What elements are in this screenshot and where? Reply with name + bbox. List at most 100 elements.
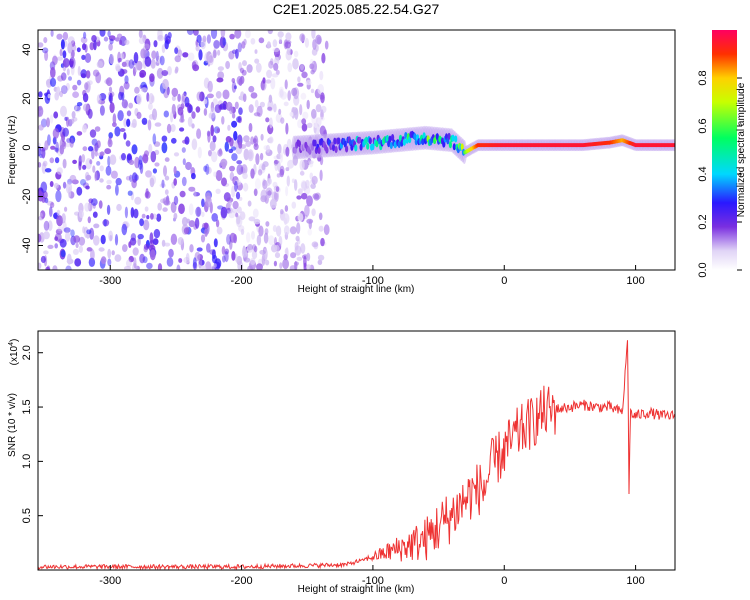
heatmap-cell (236, 255, 243, 266)
heatmap-cell (129, 174, 133, 182)
bottom-y-scale-label: (x104) (8, 339, 20, 366)
heatmap-cell (188, 220, 196, 228)
heatmap-cell (96, 60, 104, 68)
heatmap-cell (200, 234, 206, 243)
heatmap-cell (306, 195, 313, 207)
y-tick-label: -40 (21, 238, 33, 254)
heatmap-cell (149, 177, 155, 188)
heatmap-cell (188, 186, 196, 192)
heatmap-cell (106, 77, 113, 87)
heatmap-cell (196, 128, 202, 139)
heatmap-cell (68, 186, 71, 199)
heatmap-cell (253, 188, 258, 197)
heatmap-cell (206, 34, 211, 44)
heatmap-cell (195, 206, 202, 217)
heatmap-cell (60, 105, 67, 117)
heatmap-cell (213, 39, 221, 49)
heatmap-cell (265, 144, 271, 153)
heatmap-cell (123, 81, 130, 90)
heatmap-cell (454, 135, 458, 143)
heatmap-cell (254, 99, 259, 108)
heatmap-cell (224, 251, 229, 263)
heatmap-cell (74, 258, 82, 267)
heatmap-cell (141, 87, 148, 93)
heatmap-cell (94, 150, 98, 157)
heatmap-cell (241, 69, 247, 76)
heatmap-cell (188, 104, 193, 113)
heatmap-cell (263, 232, 269, 244)
bottom-y-axis-label: SNR (10 * v/v) (7, 393, 18, 457)
heatmap-cell (205, 195, 212, 208)
heatmap-cell (62, 158, 67, 169)
heatmap-cell (317, 259, 323, 265)
x-tick-label: -100 (362, 575, 384, 587)
heatmap-cell (192, 257, 197, 269)
heatmap-cell (50, 67, 56, 79)
heatmap-cell (56, 33, 63, 40)
heatmap-cell (133, 208, 139, 219)
heatmap-cell (208, 55, 214, 63)
heatmap-cell (149, 175, 157, 185)
heatmap-cell (44, 50, 49, 61)
heatmap-cell (174, 47, 179, 54)
heatmap-cell (258, 37, 265, 44)
heatmap-cell (60, 250, 66, 258)
heatmap-cell (305, 79, 312, 86)
heatmap-cell (213, 171, 217, 177)
heatmap-cell (297, 82, 304, 87)
heatmap-cell (183, 227, 190, 235)
heatmap-cell (268, 94, 273, 104)
colorbar-tick-label: 0.0 (697, 262, 709, 277)
heatmap-cell (82, 124, 87, 133)
heatmap-cell (371, 143, 375, 151)
heatmap-cell (138, 155, 143, 166)
heatmap-cell (217, 71, 225, 80)
heatmap-cell (163, 110, 169, 118)
heatmap-cell (241, 246, 248, 258)
heatmap-cell (253, 112, 261, 117)
heatmap-cell (83, 31, 87, 39)
heatmap-cell (108, 43, 113, 51)
heatmap-cell (56, 167, 63, 175)
heatmap-cell (54, 147, 59, 152)
heatmap-cell (268, 189, 271, 199)
heatmap-cell (55, 190, 62, 203)
heatmap-cell (139, 253, 146, 264)
heatmap-cell (286, 175, 290, 187)
heatmap-cell (114, 254, 122, 262)
heatmap-cell (315, 34, 322, 45)
heatmap-cell (92, 211, 98, 218)
heatmap-cell (242, 60, 247, 67)
heatmap-cell (224, 141, 229, 152)
heatmap-cell (107, 258, 112, 266)
heatmap-cell (170, 233, 178, 245)
heatmap-cell (143, 43, 150, 50)
heatmap-cell (132, 247, 139, 256)
heatmap-cell (148, 93, 154, 104)
heatmap-cell (264, 228, 269, 235)
heatmap-cell (250, 136, 255, 145)
heatmap-cell (69, 137, 74, 148)
heatmap-cell (141, 117, 148, 125)
heatmap-cell (166, 123, 172, 134)
heatmap-cell (65, 265, 72, 270)
snr-panel: -300 -200 -100 0 100 0.5 1.0 1.5 2.0 Height of … (7, 330, 676, 595)
heatmap-cell (284, 41, 291, 49)
heatmap-cell (72, 159, 77, 164)
heatmap-cell (118, 91, 123, 101)
heatmap-cell (49, 157, 55, 164)
heatmap-cell (306, 218, 314, 224)
heatmap-cell (139, 162, 144, 174)
heatmap-cell (177, 49, 183, 58)
heatmap-cell (179, 190, 186, 198)
heatmap-cell (385, 134, 389, 142)
heatmap-cell (368, 137, 372, 145)
heatmap-cell (310, 88, 315, 94)
heatmap-cell (210, 107, 216, 119)
heatmap-cell (221, 245, 226, 255)
heatmap-cell (300, 92, 307, 100)
heatmap-cell (137, 237, 141, 247)
heatmap-cell (191, 138, 198, 151)
heatmap-cell (219, 36, 226, 49)
heatmap-cell (173, 178, 177, 186)
